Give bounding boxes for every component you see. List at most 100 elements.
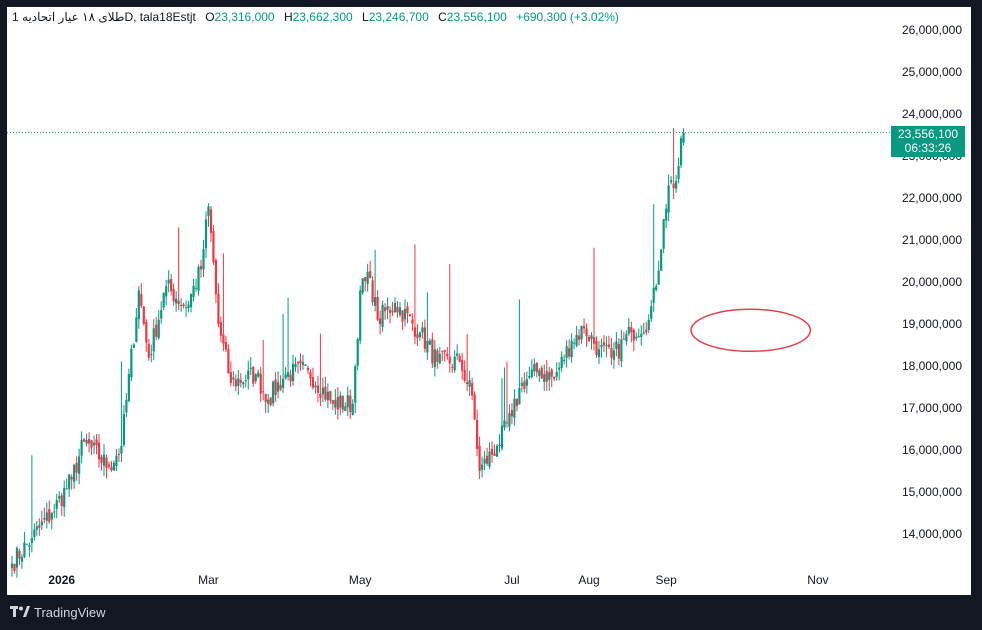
candle[interactable] [423,319,426,353]
candle[interactable] [615,332,618,357]
candle[interactable] [209,206,213,243]
candle[interactable] [388,306,392,324]
candle[interactable] [40,510,43,530]
candle[interactable] [650,299,653,323]
candle[interactable] [311,367,315,390]
candle[interactable] [120,361,123,463]
candle[interactable] [50,511,53,530]
candle[interactable] [68,474,71,497]
candle[interactable] [165,279,168,306]
candle[interactable] [269,397,272,407]
candle[interactable] [58,491,61,503]
candle[interactable] [180,298,183,312]
candle[interactable] [510,403,514,425]
candle[interactable] [558,362,561,381]
candle[interactable] [403,299,407,327]
candle[interactable] [319,333,322,406]
candle[interactable] [277,371,280,399]
candle[interactable] [304,363,307,366]
candle[interactable] [107,461,111,469]
candle[interactable] [426,292,429,360]
candle[interactable] [234,374,237,392]
candle[interactable] [622,331,625,340]
candle[interactable] [374,249,377,312]
candle[interactable] [329,390,332,404]
candle[interactable] [398,302,402,317]
candle[interactable] [150,344,153,363]
candle[interactable] [162,292,165,311]
candle[interactable] [565,340,568,368]
candle[interactable] [421,321,424,339]
candle[interactable] [476,409,479,457]
candle[interactable] [416,323,419,347]
candle[interactable] [647,314,650,333]
candle[interactable] [18,548,21,566]
candle[interactable] [115,448,118,472]
candle[interactable] [433,340,436,377]
candle[interactable] [299,353,302,371]
candle[interactable] [488,442,491,469]
candle[interactable] [530,359,533,379]
candle[interactable] [259,367,262,402]
candle[interactable] [324,376,327,402]
candle[interactable] [393,297,397,313]
candle[interactable] [645,322,648,336]
candle[interactable] [267,393,270,413]
candle[interactable] [177,227,180,311]
candle[interactable] [577,329,581,346]
candle[interactable] [640,325,643,346]
candle[interactable] [43,507,46,524]
candle[interactable] [130,344,133,382]
candle[interactable] [63,480,66,517]
candle[interactable] [540,365,543,380]
candle[interactable] [314,381,317,394]
candle[interactable] [100,454,103,471]
candle[interactable] [334,389,337,415]
candle[interactable] [112,460,116,471]
candle[interactable] [351,399,354,416]
candle[interactable] [232,371,235,387]
candle[interactable] [33,523,36,541]
candle[interactable] [677,157,680,184]
candle[interactable] [495,443,499,457]
candle[interactable] [125,393,128,418]
candle[interactable] [187,300,190,313]
candle[interactable] [38,518,41,536]
candle[interactable] [493,444,496,456]
candle[interactable] [453,350,456,373]
candle[interactable] [73,463,76,489]
candle[interactable] [665,203,668,229]
candle[interactable] [595,336,598,358]
candle[interactable] [10,556,14,577]
candle[interactable] [284,367,287,380]
candle[interactable] [448,264,451,373]
candle[interactable] [550,367,553,388]
candle[interactable] [344,402,347,412]
candle[interactable] [184,300,188,318]
candle[interactable] [620,329,623,368]
candle[interactable] [662,218,665,254]
candle[interactable] [346,386,349,417]
candle[interactable] [160,301,163,324]
candle[interactable] [155,317,158,340]
candle[interactable] [580,325,583,344]
candle[interactable] [587,334,591,343]
candle[interactable] [289,369,292,387]
candle[interactable] [207,203,210,227]
candle[interactable] [142,306,145,326]
candle[interactable] [252,366,255,387]
candle[interactable] [182,302,185,309]
candle[interactable] [518,299,521,405]
candle[interactable] [336,386,339,420]
candle[interactable] [65,478,68,490]
candle[interactable] [349,389,352,420]
candle[interactable] [480,456,484,478]
candle[interactable] [175,291,178,312]
candle[interactable] [359,285,362,345]
candle[interactable] [602,335,606,353]
candle[interactable] [570,333,573,363]
candle[interactable] [485,447,489,467]
candle[interactable] [296,361,300,374]
candle[interactable] [652,203,655,312]
candle[interactable] [371,276,374,306]
